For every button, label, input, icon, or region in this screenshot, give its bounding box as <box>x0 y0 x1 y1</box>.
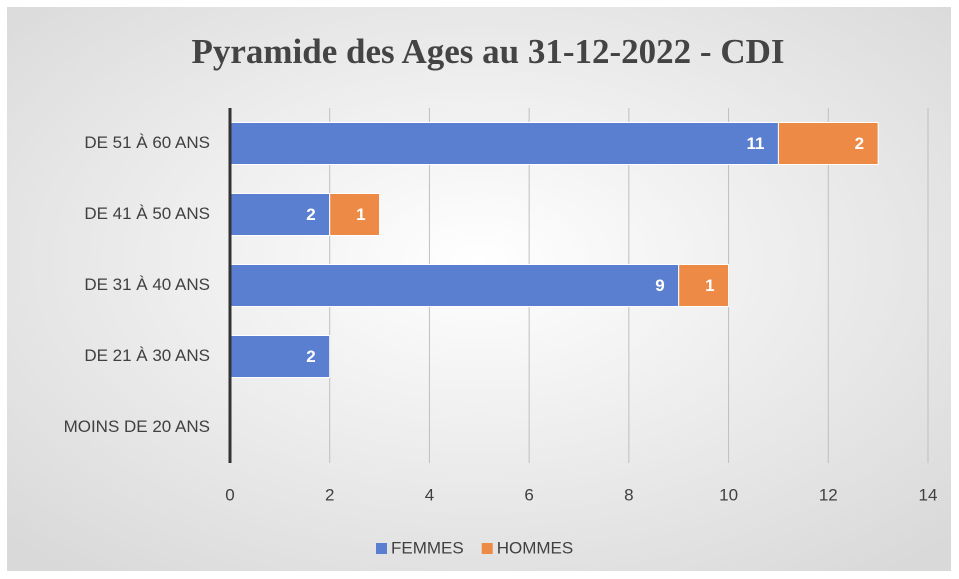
x-tick-label: 2 <box>325 485 334 504</box>
y-tick-label: DE 41 À 50 ANS <box>84 204 210 223</box>
x-tick-label: 6 <box>524 485 533 504</box>
data-label: 2 <box>306 347 315 366</box>
legend-label: HOMMES <box>497 538 574 557</box>
data-label: 9 <box>655 276 664 295</box>
data-label: 2 <box>855 134 864 153</box>
chart-title: Pyramide des Ages au 31-12-2022 - CDI <box>191 32 784 71</box>
x-tick-label: 0 <box>225 485 234 504</box>
x-tick-label: 14 <box>919 485 938 504</box>
bar-segment <box>229 335 331 378</box>
bar-segment <box>229 264 680 307</box>
data-label: 11 <box>746 134 764 153</box>
legend-swatch <box>481 543 493 554</box>
data-label: 1 <box>356 205 365 224</box>
data-label: 2 <box>306 205 315 224</box>
y-tick-label: DE 51 À 60 ANS <box>84 133 210 152</box>
data-label: 1 <box>705 276 714 295</box>
x-tick-label: 10 <box>719 485 738 504</box>
legend-swatch <box>376 543 387 554</box>
x-tick-label: 12 <box>819 485 838 504</box>
legend-label: FEMMES <box>391 538 464 557</box>
bar-segment <box>229 122 779 165</box>
bar-segment <box>678 264 730 307</box>
x-tick-label: 4 <box>425 485 434 504</box>
x-tick-label: 8 <box>624 485 633 504</box>
bar-segment <box>777 122 879 165</box>
y-tick-label: MOINS DE 20 ANS <box>64 417 210 436</box>
y-tick-label: DE 21 À 30 ANS <box>84 346 210 365</box>
bar-segment <box>329 193 381 236</box>
y-tick-label: DE 31 À 40 ANS <box>84 275 210 294</box>
